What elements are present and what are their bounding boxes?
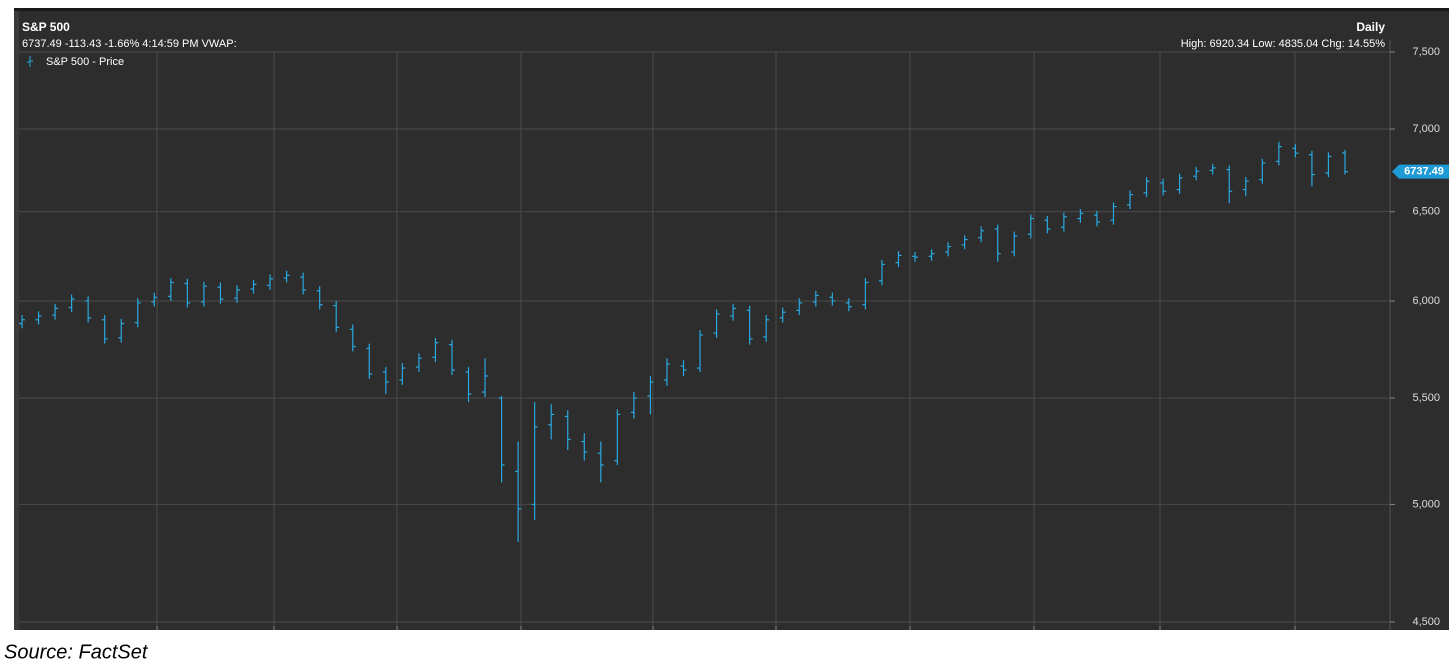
- panel-top-border: [14, 8, 1449, 11]
- stats-line: High: 6920.34 Low: 4835.04 Chg: 14.55%: [1181, 38, 1385, 50]
- chart-panel: [14, 8, 1449, 630]
- y-tick-label: 5,000: [1412, 498, 1440, 510]
- y-tick-label: 6,500: [1412, 206, 1440, 218]
- x-grid: [156, 52, 1296, 630]
- chart-title: S&P 500: [22, 20, 70, 34]
- y-tick-label: 7,000: [1412, 123, 1440, 135]
- source-note: Source: FactSet: [4, 641, 149, 663]
- y-tick-label: 7,500: [1412, 46, 1440, 58]
- y-tick-label: 5,500: [1412, 392, 1440, 404]
- legend-label: S&P 500 - Price: [46, 56, 124, 68]
- frequency-label: Daily: [1356, 20, 1385, 34]
- info-line: 6737.49 -113.43 -1.66% 4:14:59 PM VWAP:: [22, 38, 237, 50]
- y-tick-label: 6,000: [1412, 295, 1440, 307]
- panel-left-edge: [14, 11, 19, 630]
- last-price-tag: [1392, 164, 1449, 179]
- y-tick-label: 4,500: [1412, 616, 1440, 628]
- last-price-label: 6737.49: [1404, 166, 1444, 178]
